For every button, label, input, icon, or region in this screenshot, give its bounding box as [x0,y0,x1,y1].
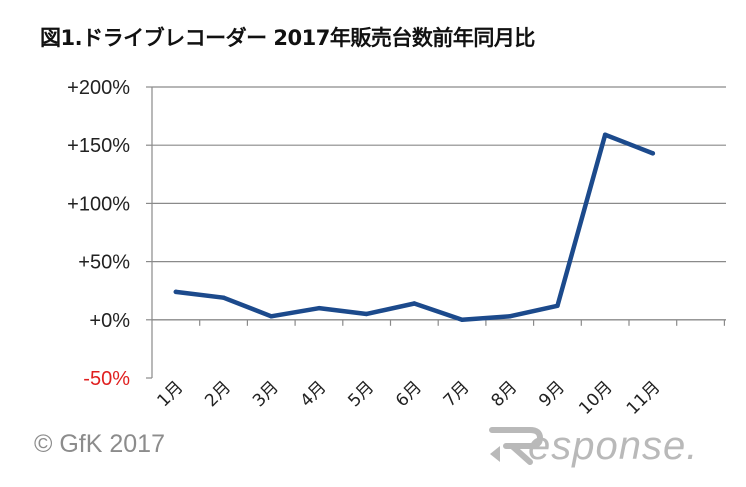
x-tick-label: 11月 [623,377,664,418]
series-line [173,132,656,323]
data-point-10 [602,132,608,137]
response-logo-text: esponse. [528,424,699,468]
data-point-6 [412,301,417,306]
x-tick-labels: 1月 2月 3月 4月 5月 6月 7月 8月 9月 10月 11月 [154,377,665,418]
x-tick-label: 5月 [344,377,378,411]
x-tick-label: 2月 [201,377,235,411]
data-point-8 [507,314,512,319]
x-tick-label: 7月 [440,377,474,411]
data-point-11 [650,151,656,156]
chart-axes [146,86,726,379]
data-point-1 [173,289,179,295]
y-tick-label: +200% [67,77,130,99]
x-tick-label: 6月 [392,377,426,411]
copyright-text: © GfK 2017 [34,430,165,458]
y-tick-label: +100% [67,193,130,215]
data-point-4 [316,305,322,311]
data-point-9 [555,303,560,309]
x-tick-label: 4月 [297,377,331,411]
data-point-7 [459,317,465,322]
data-point-2 [221,295,226,300]
response-logo-mark [489,427,544,465]
data-point-3 [269,314,274,319]
x-tick-label: 10月 [575,377,616,418]
y-tick-label: +0% [89,310,130,332]
chart-title: 図1.ドライブレコーダー 2017年販売台数前年同月比 [40,26,535,50]
x-tick-label: 3月 [249,377,283,411]
y-tick-label: +50% [78,252,130,274]
y-tick-labels: +200% +150% +100% +50% +0% -50% [67,77,130,390]
series-group [173,132,656,323]
data-point-5 [364,311,369,317]
grid-lines [152,86,726,263]
y-tick-label: -50% [83,368,130,390]
x-tick-label: 1月 [154,377,188,411]
y-tick-label: +150% [67,135,130,157]
x-tick-label: 9月 [535,377,569,411]
x-tick-label: 8月 [487,377,521,411]
response-logo: esponse. [486,418,736,472]
